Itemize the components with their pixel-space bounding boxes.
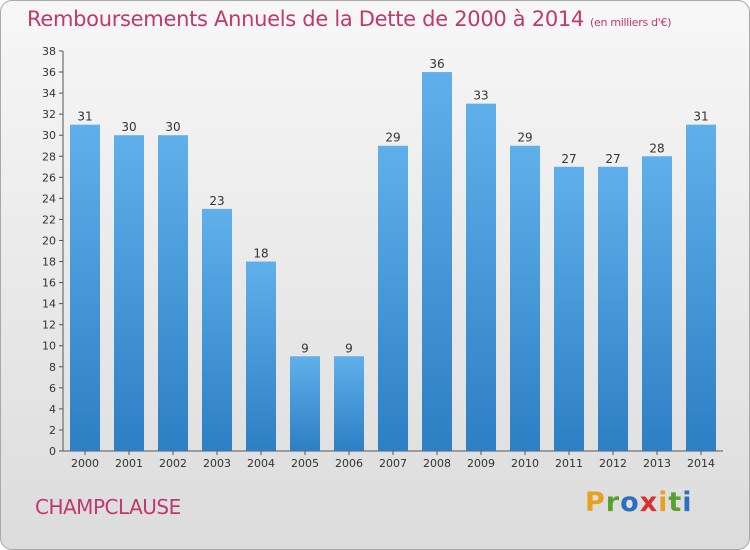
- y-tick-label: 8: [49, 361, 56, 374]
- bar-2000: [70, 124, 100, 452]
- value-label: 30: [121, 120, 136, 134]
- value-label: 33: [473, 89, 488, 103]
- y-tick-label: 14: [42, 298, 56, 311]
- bar-2003: [202, 208, 232, 451]
- x-tick-label: 2007: [379, 457, 407, 470]
- commune-name: CHAMPCLAUSE: [35, 495, 181, 519]
- chart-title: Remboursements Annuels de la Dette de 20…: [27, 7, 671, 31]
- x-tick-label: 2014: [687, 457, 715, 470]
- bar-2011: [554, 166, 584, 451]
- x-tick-label: 2006: [335, 457, 363, 470]
- x-tick-label: 2003: [203, 457, 231, 470]
- value-label: 9: [301, 341, 309, 355]
- brand-letter: r: [605, 487, 621, 518]
- title-text: Remboursements Annuels de la Dette de 20…: [27, 7, 584, 31]
- brand-letter: P: [585, 487, 606, 518]
- y-tick-label: 34: [42, 87, 56, 100]
- proxiti-logo: Proxiti: [585, 487, 693, 518]
- brand-letter: x: [639, 487, 659, 518]
- y-tick-label: 6: [49, 382, 56, 395]
- y-tick-label: 2: [49, 424, 56, 437]
- y-tick-label: 36: [42, 66, 56, 79]
- y-tick-label: 20: [42, 234, 56, 247]
- brand-letter: o: [620, 487, 640, 518]
- value-label: 9: [345, 341, 353, 355]
- bar-2004: [246, 261, 276, 451]
- subtitle-text: (en milliers d'€): [590, 16, 672, 29]
- y-tick-label: 32: [42, 108, 56, 121]
- x-tick-label: 2010: [511, 457, 539, 470]
- x-tick-label: 2001: [115, 457, 143, 470]
- value-label: 31: [693, 110, 708, 124]
- bar-2002: [158, 135, 188, 452]
- bar-2007: [378, 145, 408, 451]
- y-tick-label: 26: [42, 171, 56, 184]
- y-tick-label: 12: [42, 319, 56, 332]
- x-tick-label: 2012: [599, 457, 627, 470]
- bar-2014: [686, 124, 716, 452]
- brand-letter: t: [668, 487, 683, 518]
- bar-2008: [422, 72, 452, 451]
- x-tick-label: 2013: [643, 457, 671, 470]
- labels: 31 2000 30 2001 30 2002 23 2003 18 2004 9 2005 9 2006…: [71, 57, 715, 470]
- x-tick-label: 2009: [467, 457, 495, 470]
- value-label: 27: [605, 152, 620, 166]
- y-tick-label: 0: [49, 445, 56, 458]
- bar-2009: [466, 103, 496, 451]
- y-tick-label: 38: [42, 45, 56, 58]
- bar-2012: [598, 166, 628, 451]
- brand-letter: i: [658, 487, 669, 518]
- y-tick-label: 28: [42, 150, 56, 163]
- bars: [70, 72, 716, 452]
- x-tick-label: 2005: [291, 457, 319, 470]
- value-label: 18: [253, 247, 268, 261]
- value-label: 29: [385, 131, 400, 145]
- x-tick-label: 2000: [71, 457, 99, 470]
- bar-2010: [510, 145, 540, 451]
- bar-2013: [642, 156, 672, 451]
- value-label: 27: [561, 152, 576, 166]
- x-tick-label: 2011: [555, 457, 583, 470]
- y-tick-label: 22: [42, 213, 56, 226]
- x-tick-label: 2002: [159, 457, 187, 470]
- y-tick-label: 24: [42, 192, 56, 205]
- bar-2006: [334, 356, 364, 451]
- x-tick-label: 2008: [423, 457, 451, 470]
- value-label: 28: [649, 141, 664, 155]
- y-tick-label: 30: [42, 129, 56, 142]
- value-label: 36: [429, 57, 444, 71]
- value-label: 30: [165, 120, 180, 134]
- bar-2001: [114, 135, 144, 452]
- value-label: 29: [517, 131, 532, 145]
- value-label: 31: [77, 110, 92, 124]
- y-tick-label: 4: [49, 403, 56, 416]
- y-tick-label: 10: [42, 340, 56, 353]
- y-tick-label: 16: [42, 277, 56, 290]
- bar-2005: [290, 356, 320, 451]
- x-tick-label: 2004: [247, 457, 275, 470]
- brand-letter: i: [682, 487, 693, 518]
- y-tick-label: 18: [42, 256, 56, 269]
- value-label: 23: [209, 194, 224, 208]
